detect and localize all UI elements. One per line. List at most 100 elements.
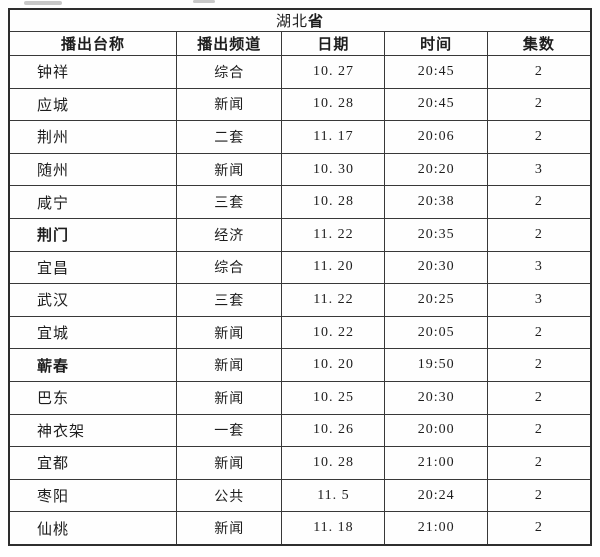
episodes-cell: 3 [486,152,592,187]
date-cell: 10. 20 [281,348,386,382]
table-header-row: 播出台称 播出频道 日期 时间 集数 [8,31,592,56]
station-cell: 蕲春 [8,348,178,382]
date-cell: 10. 22 [281,315,386,350]
table-row: 枣阳 公共 11. 5 20:24 2 [8,478,592,513]
time-cell: 20:30 [384,380,488,415]
date-cell: 11. 20 [281,250,386,285]
time-cell: 21:00 [384,446,488,480]
channel-cell: 新闻 [176,446,283,480]
channel-cell: 新闻 [176,87,283,122]
time-cell: 20:35 [384,217,488,252]
station-cell: 仙桃 [8,511,178,546]
time-cell: 20:30 [384,250,488,285]
station-cell: 荆门 [8,217,178,252]
episodes-cell: 2 [486,348,592,382]
channel-cell: 公共 [176,478,283,513]
episodes-cell: 2 [486,55,592,89]
column-header-date: 日期 [281,31,386,56]
date-cell: 10. 25 [281,380,386,415]
column-header-time: 时间 [384,31,488,56]
column-header-episodes: 集数 [486,31,592,56]
table-row: 随州 新闻 10. 30 20:20 3 [8,152,592,187]
channel-cell: 新闻 [176,315,283,350]
channel-cell: 新闻 [176,348,283,382]
episodes-cell: 2 [486,380,592,415]
province-title: 湖北省 [8,8,592,32]
column-header-station: 播出台称 [8,31,178,56]
table-row: 荆门 经济 11. 22 20:35 2 [8,217,592,252]
time-cell: 20:45 [384,55,488,89]
date-cell: 11. 18 [281,511,386,546]
episodes-cell: 2 [486,478,592,513]
table-title-row: 湖北省 [8,8,592,32]
date-cell: 10. 28 [281,185,386,219]
channel-cell: 三套 [176,283,283,317]
time-cell: 20:06 [384,120,488,154]
episodes-cell: 2 [486,413,592,448]
table-row: 蕲春 新闻 10. 20 19:50 2 [8,348,592,382]
time-cell: 20:05 [384,315,488,350]
episodes-cell: 2 [486,120,592,154]
station-cell: 武汉 [8,283,178,317]
date-cell: 11. 22 [281,283,386,317]
time-cell: 20:24 [384,478,488,513]
episodes-cell: 3 [486,250,592,285]
episodes-cell: 2 [486,446,592,480]
date-cell: 11. 5 [281,478,386,513]
date-cell: 10. 28 [281,87,386,122]
channel-cell: 一套 [176,413,283,448]
episodes-cell: 2 [486,511,592,546]
station-cell: 荆州 [8,120,178,154]
broadcast-schedule-table: 湖北省 播出台称 播出频道 日期 时间 集数 钟祥 综合 10. 27 20:45 2 应城 新闻 1… [8,8,592,546]
table-row: 宜城 新闻 10. 22 20:05 2 [8,315,592,350]
scan-artifact [193,0,215,3]
province-title-bold: 省 [308,14,325,30]
time-cell: 20:00 [384,413,488,448]
station-cell: 宜昌 [8,250,178,285]
channel-cell: 综合 [176,250,283,285]
channel-cell: 新闻 [176,511,283,546]
station-cell: 随州 [8,152,178,187]
channel-cell: 二套 [176,120,283,154]
table-row: 咸宁 三套 10. 28 20:38 2 [8,185,592,219]
table-row: 荆州 二套 11. 17 20:06 2 [8,120,592,154]
table-row: 应城 新闻 10. 28 20:45 2 [8,87,592,122]
table-row: 钟祥 综合 10. 27 20:45 2 [8,55,592,89]
channel-cell: 经济 [176,217,283,252]
station-cell: 应城 [8,87,178,122]
station-cell: 神衣架 [8,413,178,448]
scan-artifact [24,1,62,5]
time-cell: 21:00 [384,511,488,546]
station-cell: 宜城 [8,315,178,350]
table-row: 武汉 三套 11. 22 20:25 3 [8,283,592,317]
episodes-cell: 2 [486,87,592,122]
table-row: 神衣架 一套 10. 26 20:00 2 [8,413,592,448]
date-cell: 10. 26 [281,413,386,448]
episodes-cell: 2 [486,185,592,219]
time-cell: 20:45 [384,87,488,122]
channel-cell: 三套 [176,185,283,219]
episodes-cell: 3 [486,283,592,317]
date-cell: 11. 22 [281,217,386,252]
date-cell: 11. 17 [281,120,386,154]
station-cell: 钟祥 [8,55,178,89]
time-cell: 20:25 [384,283,488,317]
station-cell: 枣阳 [8,478,178,513]
table-row: 仙桃 新闻 11. 18 21:00 2 [8,511,592,546]
time-cell: 19:50 [384,348,488,382]
episodes-cell: 2 [486,315,592,350]
episodes-cell: 2 [486,217,592,252]
column-header-channel: 播出频道 [176,31,283,56]
date-cell: 10. 28 [281,446,386,480]
table-row: 宜都 新闻 10. 28 21:00 2 [8,446,592,480]
channel-cell: 新闻 [176,380,283,415]
time-cell: 20:20 [384,152,488,187]
channel-cell: 新闻 [176,152,283,187]
date-cell: 10. 27 [281,55,386,89]
table-row: 宜昌 综合 11. 20 20:30 3 [8,250,592,285]
channel-cell: 综合 [176,55,283,89]
station-cell: 咸宁 [8,185,178,219]
page: 湖北省 播出台称 播出频道 日期 时间 集数 钟祥 综合 10. 27 20:45 2 应城 新闻 1… [8,8,592,546]
province-title-normal: 湖北 [275,14,308,30]
table-row: 巴东 新闻 10. 25 20:30 2 [8,380,592,415]
